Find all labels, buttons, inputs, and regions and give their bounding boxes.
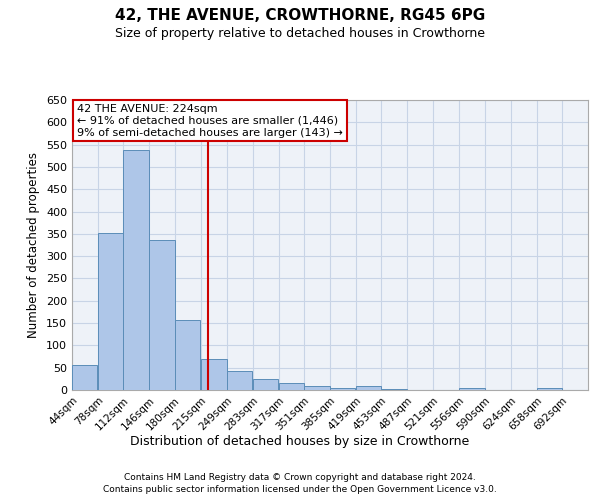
Text: 42, THE AVENUE, CROWTHORNE, RG45 6PG: 42, THE AVENUE, CROWTHORNE, RG45 6PG	[115, 8, 485, 22]
Text: 42 THE AVENUE: 224sqm
← 91% of detached houses are smaller (1,446)
9% of semi-de: 42 THE AVENUE: 224sqm ← 91% of detached …	[77, 104, 343, 138]
Text: Contains public sector information licensed under the Open Government Licence v3: Contains public sector information licen…	[103, 485, 497, 494]
Bar	[227, 372, 253, 390]
Bar	[149, 240, 175, 390]
Bar	[382, 389, 407, 390]
Bar	[124, 150, 149, 390]
Text: Size of property relative to detached houses in Crowthorne: Size of property relative to detached ho…	[115, 28, 485, 40]
Bar	[98, 232, 123, 390]
Bar	[278, 383, 304, 390]
Bar	[202, 359, 227, 390]
Text: Distribution of detached houses by size in Crowthorne: Distribution of detached houses by size …	[130, 435, 470, 448]
Bar	[356, 386, 381, 390]
Bar	[72, 364, 97, 390]
Y-axis label: Number of detached properties: Number of detached properties	[28, 152, 40, 338]
Bar	[460, 388, 485, 390]
Bar	[175, 320, 200, 390]
Bar	[330, 388, 355, 390]
Bar	[253, 379, 278, 390]
Text: Contains HM Land Registry data © Crown copyright and database right 2024.: Contains HM Land Registry data © Crown c…	[124, 472, 476, 482]
Bar	[536, 388, 562, 390]
Bar	[304, 386, 329, 390]
